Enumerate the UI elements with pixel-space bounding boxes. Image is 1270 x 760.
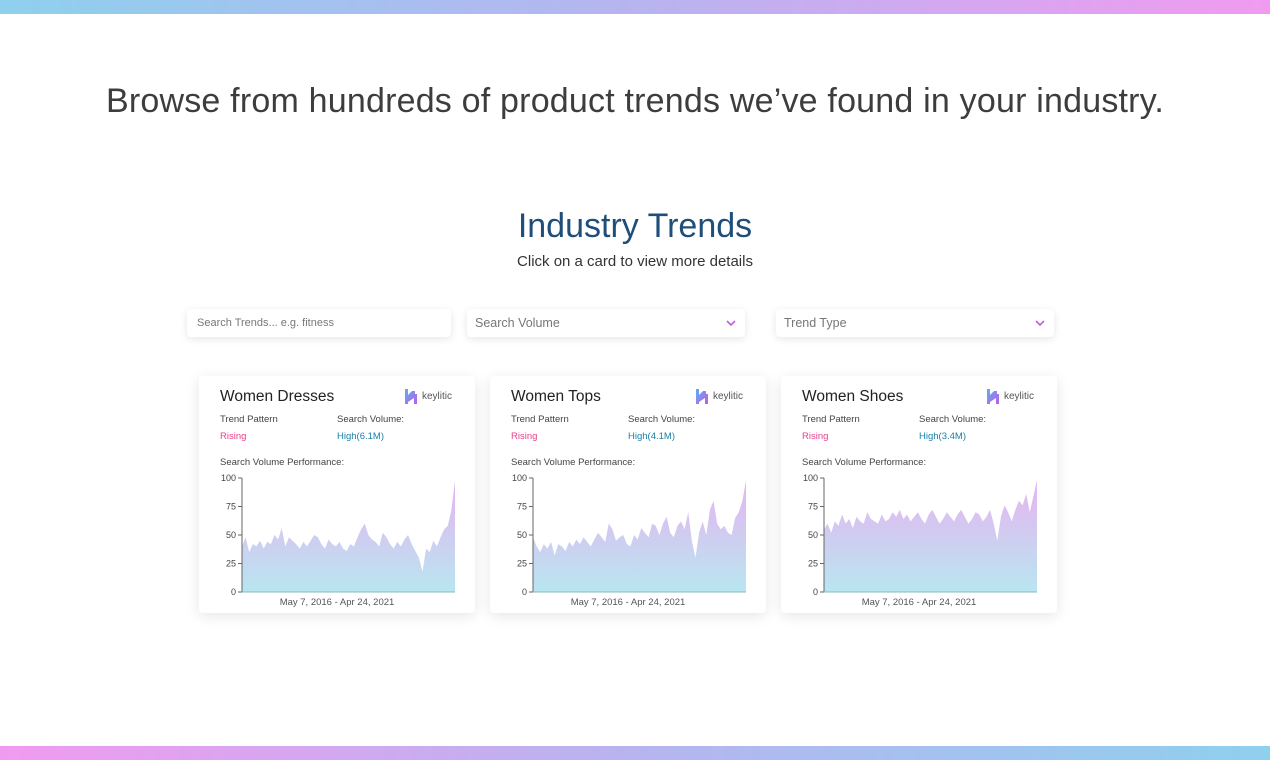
y-tick-label: 100 bbox=[221, 473, 236, 483]
date-range: May 7, 2016 - Apr 24, 2021 bbox=[861, 597, 977, 608]
search-input[interactable] bbox=[195, 316, 443, 330]
keylitic-icon bbox=[695, 389, 708, 404]
section-title: Industry Trends bbox=[517, 207, 753, 245]
trend-pattern-label: Trend Pattern bbox=[802, 414, 860, 425]
trend-pattern-value: Rising bbox=[511, 431, 538, 442]
bottom-gradient-bar bbox=[0, 746, 1270, 760]
search-field[interactable] bbox=[187, 309, 451, 337]
trend-pattern-label: Trend Pattern bbox=[511, 414, 569, 425]
chevron-down-icon bbox=[1034, 317, 1046, 329]
search-volume-chart: 0 25 50 75 100 bbox=[803, 473, 1037, 596]
area-series bbox=[533, 480, 746, 592]
y-tick-label: 75 bbox=[808, 502, 818, 512]
section-subtitle: Click on a card to view more details bbox=[517, 253, 753, 270]
search-volume-label: Search Volume: bbox=[628, 414, 696, 425]
y-tick-label: 50 bbox=[517, 530, 527, 540]
y-tick-label: 0 bbox=[231, 587, 236, 596]
keylitic-logo: keylitic bbox=[694, 387, 743, 405]
area-series bbox=[242, 480, 455, 592]
keylitic-icon bbox=[404, 389, 417, 404]
y-tick-label: 25 bbox=[808, 559, 818, 569]
area-series bbox=[824, 480, 1037, 592]
trend-card-women-shoes[interactable]: Women Shoes keylitic Trend Pattern Risin… bbox=[781, 376, 1057, 613]
trend-card-women-tops[interactable]: Women Tops keylitic Trend Pattern Rising… bbox=[490, 376, 766, 613]
search-volume-value: High(6.1M) bbox=[337, 431, 384, 442]
trend-type-dropdown[interactable]: Trend Type bbox=[776, 309, 1054, 337]
search-volume-value: High(4.1M) bbox=[628, 431, 675, 442]
trend-type-label: Trend Type bbox=[784, 316, 847, 330]
keylitic-logo: keylitic bbox=[985, 387, 1034, 405]
chevron-down-icon bbox=[725, 317, 737, 329]
search-volume-label: Search Volume bbox=[475, 316, 560, 330]
y-tick-label: 25 bbox=[226, 559, 236, 569]
trend-pattern-value: Rising bbox=[220, 431, 247, 442]
y-tick-label: 25 bbox=[517, 559, 527, 569]
keylitic-logo: keylitic bbox=[403, 387, 452, 405]
performance-label: Search Volume Performance: bbox=[802, 457, 927, 468]
y-tick-label: 100 bbox=[512, 473, 527, 483]
search-volume-label: Search Volume: bbox=[337, 414, 405, 425]
y-tick-label: 100 bbox=[803, 473, 818, 483]
card-title: Women Tops bbox=[511, 388, 601, 405]
brand-name: keylitic bbox=[712, 390, 743, 402]
performance-label: Search Volume Performance: bbox=[220, 457, 345, 468]
card-title: Women Shoes bbox=[802, 388, 904, 405]
keylitic-icon bbox=[986, 389, 999, 404]
brand-name: keylitic bbox=[1003, 390, 1034, 402]
y-tick-label: 50 bbox=[808, 530, 818, 540]
y-tick-label: 75 bbox=[517, 502, 527, 512]
search-volume-dropdown[interactable]: Search Volume bbox=[467, 309, 745, 337]
search-volume-label: Search Volume: bbox=[919, 414, 987, 425]
brand-name: keylitic bbox=[421, 390, 452, 402]
trend-pattern-label: Trend Pattern bbox=[220, 414, 278, 425]
trend-card-women-dresses[interactable]: Women Dresses keylitic Trend Pattern Ris… bbox=[199, 376, 475, 613]
date-range: May 7, 2016 - Apr 24, 2021 bbox=[279, 597, 395, 608]
y-tick-label: 0 bbox=[813, 587, 818, 596]
y-tick-label: 50 bbox=[226, 530, 236, 540]
search-volume-chart: 0 25 50 75 100 bbox=[221, 473, 455, 596]
search-volume-chart: 0 25 50 75 100 bbox=[512, 473, 746, 596]
performance-label: Search Volume Performance: bbox=[511, 457, 636, 468]
y-tick-label: 75 bbox=[226, 502, 236, 512]
page-headline: Browse from hundreds of product trends w… bbox=[105, 82, 1165, 120]
trend-pattern-value: Rising bbox=[802, 431, 829, 442]
y-tick-label: 0 bbox=[522, 587, 527, 596]
date-range: May 7, 2016 - Apr 24, 2021 bbox=[570, 597, 686, 608]
card-title: Women Dresses bbox=[220, 388, 335, 405]
search-volume-value: High(3.4M) bbox=[919, 431, 966, 442]
top-gradient-bar bbox=[0, 0, 1270, 14]
